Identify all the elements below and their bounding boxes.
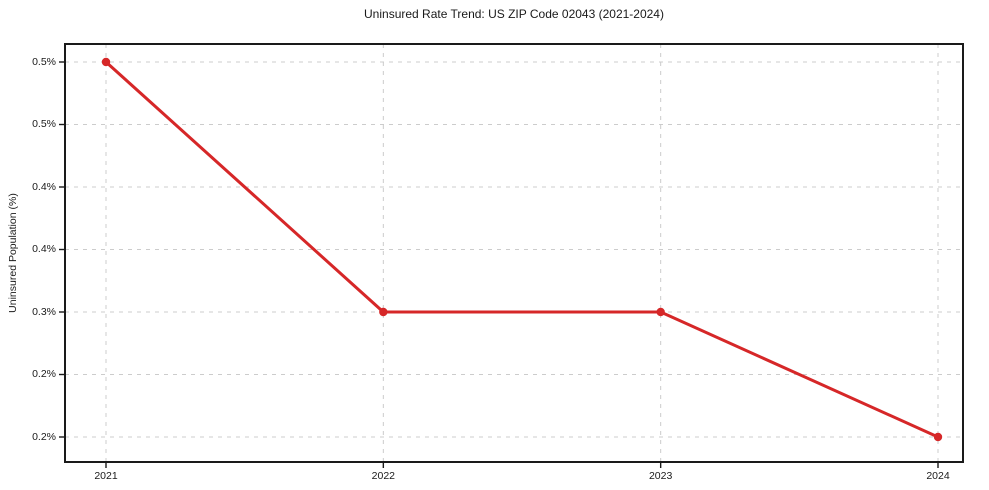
y-tick-label: 0.4% bbox=[32, 243, 56, 255]
y-tick-label: 0.2% bbox=[32, 430, 56, 443]
y-tick-label: 0.5% bbox=[32, 55, 56, 68]
plot-border bbox=[64, 43, 964, 463]
chart-title: Uninsured Rate Trend: US ZIP Code 02043 … bbox=[364, 7, 664, 21]
data-point-marker bbox=[656, 307, 665, 317]
y-tick-label: 0.3% bbox=[32, 305, 56, 318]
y-tick-label: 0.2% bbox=[32, 368, 56, 380]
x-tick-label: 2024 bbox=[926, 470, 950, 482]
data-point-marker bbox=[379, 307, 388, 317]
y-tick-label: 0.4% bbox=[32, 180, 56, 193]
line-chart-plot-area bbox=[59, 43, 964, 468]
data-point-marker bbox=[101, 57, 111, 67]
trend-line bbox=[104, 60, 940, 439]
x-tick-label: 2022 bbox=[371, 470, 395, 482]
x-tick-label: 2021 bbox=[94, 470, 118, 482]
x-tick-label: 2023 bbox=[648, 470, 673, 482]
y-tick-label: 0.5% bbox=[32, 118, 56, 130]
data-point-marker bbox=[933, 432, 943, 442]
